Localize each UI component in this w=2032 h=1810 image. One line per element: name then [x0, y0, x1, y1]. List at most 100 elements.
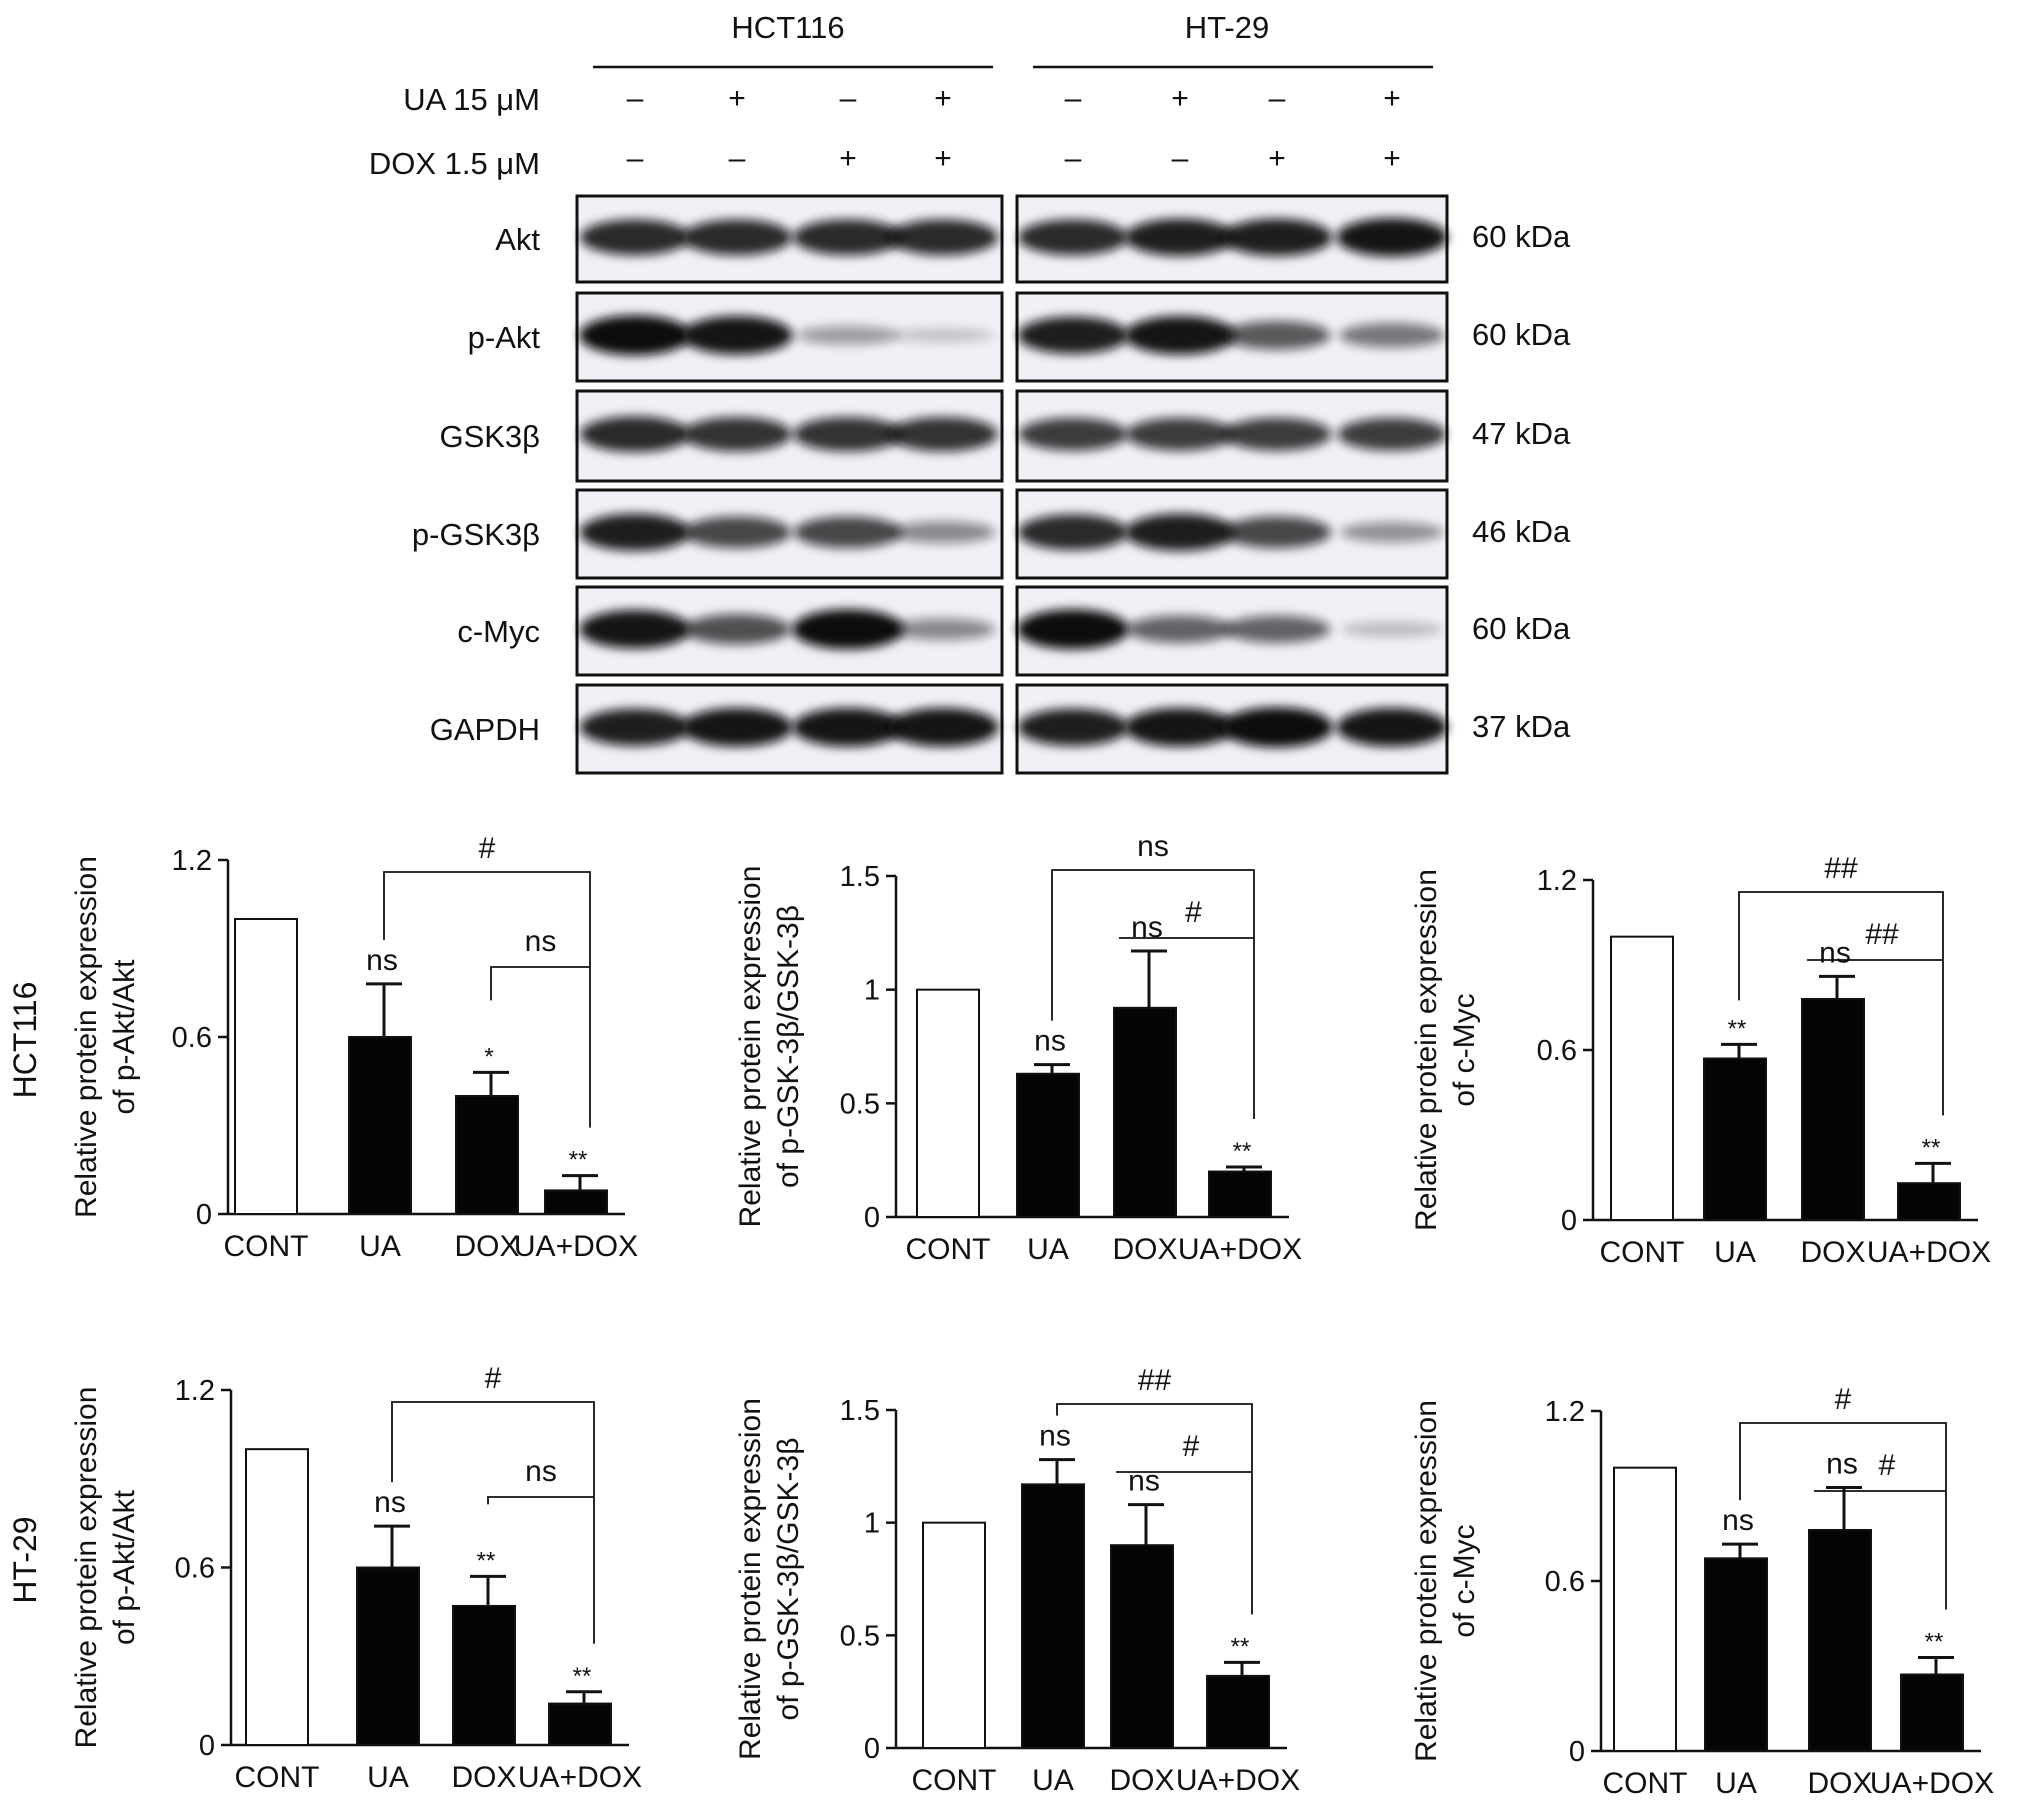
x-tick-label: CONT	[1603, 1767, 1688, 1800]
blot-band	[1336, 217, 1448, 257]
x-tick-label: UA	[1027, 1233, 1069, 1266]
blot-band	[579, 416, 691, 453]
y-axis-label: of p-Akt/Akt	[108, 959, 141, 1115]
bar-dox	[1113, 1006, 1177, 1218]
significance-mark: ns	[366, 944, 398, 977]
y-axis-label: of p-GSK-3β/GSK-3β	[772, 905, 805, 1188]
blot-band	[683, 614, 791, 645]
x-tick-label: DOX	[1807, 1767, 1872, 1800]
y-tick-label: 0	[864, 1202, 880, 1234]
x-tick-label: DOX	[451, 1761, 516, 1794]
bracket-label: #	[1879, 1449, 1896, 1482]
comparison-bracket	[1056, 1403, 1253, 1615]
bracket-label: ##	[1865, 918, 1899, 951]
blot-band	[681, 219, 793, 256]
blot-band	[1124, 513, 1236, 551]
x-tick-label: UA+DOX	[1178, 1233, 1302, 1266]
significance-mark: ns	[1722, 1504, 1754, 1537]
blot-band	[793, 417, 903, 452]
blot-band	[1221, 707, 1333, 748]
y-tick-label: 1.5	[840, 1395, 880, 1427]
treatment-sign: –	[1172, 142, 1189, 175]
blot-panel-hct116	[575, 488, 1004, 580]
bracket-label: ##	[1138, 1364, 1172, 1397]
comparison-bracket	[1739, 1422, 1947, 1610]
blot-band	[682, 516, 792, 549]
y-tick-label: 0.6	[1537, 1035, 1577, 1067]
molecular-weight-label: 60 kDa	[1472, 611, 1571, 646]
significance-mark: **	[1922, 1134, 1941, 1161]
blot-band	[890, 521, 996, 544]
bracket-label: #	[1835, 1383, 1852, 1416]
bar-dox	[455, 1095, 519, 1215]
bar-chart-1: Relative protein expression of p-Akt/Akt 0…	[70, 832, 638, 1263]
y-axis-label: of p-Akt/Akt	[108, 1489, 141, 1645]
significance-mark: **	[1728, 1015, 1747, 1042]
bracket-label: #	[479, 832, 496, 865]
y-tick-label: 0.6	[172, 1022, 212, 1054]
treatment-sign: +	[1171, 82, 1189, 115]
blot-band	[1124, 315, 1236, 355]
x-tick-label: DOX	[1800, 1236, 1865, 1269]
blot-band	[887, 707, 999, 747]
x-tick-label: UA+DOX	[514, 1230, 638, 1263]
treatment-label-ua: UA 15 μM	[403, 82, 540, 117]
protein-label: GAPDH	[430, 712, 540, 747]
y-axis-label: of p-GSK-3β/GSK-3β	[772, 1438, 805, 1721]
blot-panel-ht29	[1015, 291, 1449, 383]
blot-panel-hct116	[575, 194, 1004, 284]
blot-band	[682, 417, 792, 452]
bar-ua	[1016, 1072, 1080, 1219]
bracket-label: #	[485, 1362, 502, 1395]
bar-ua-dox	[544, 1189, 608, 1216]
significance-mark: ns	[1039, 1420, 1071, 1453]
cell-line-label-hct116: HCT116	[731, 10, 844, 45]
y-tick-label: 0	[1561, 1205, 1577, 1237]
treatment-sign: +	[1383, 82, 1401, 115]
x-tick-label: CONT	[1600, 1236, 1685, 1269]
bar-ua	[1703, 1057, 1767, 1221]
y-axis-label: Relative protein expression	[70, 856, 103, 1218]
comparison-bracket	[383, 871, 591, 1128]
x-tick-label: UA+DOX	[518, 1761, 642, 1794]
blot-panel-ht29	[1015, 488, 1449, 580]
bar-ua	[348, 1036, 412, 1215]
y-axis-label: Relative protein expression	[1410, 1400, 1443, 1762]
blot-band	[1126, 615, 1234, 643]
treatment-sign: –	[627, 82, 644, 115]
y-tick-label: 0.5	[840, 1620, 880, 1652]
blot-band	[579, 609, 691, 649]
blot-band	[1341, 621, 1443, 637]
blot-band	[888, 417, 998, 452]
bar-ua-dox	[548, 1702, 612, 1747]
y-tick-label: 0.6	[175, 1553, 215, 1585]
molecular-weight-label: 46 kDa	[1472, 514, 1571, 549]
significance-mark: **	[569, 1147, 588, 1174]
y-tick-label: 1.2	[175, 1375, 215, 1407]
x-tick-label: UA+DOX	[1870, 1767, 1994, 1800]
blot-band	[579, 315, 691, 356]
treatment-sign: –	[1065, 82, 1082, 115]
significance-mark: ns	[1131, 911, 1163, 944]
significance-mark: *	[484, 1043, 493, 1070]
blot-panel-ht29	[1015, 194, 1449, 284]
blot-header: HCT116 HT-29 UA 15 μM DOX 1.5 μM – – + + – – +…	[369, 10, 1433, 181]
blot-band	[792, 609, 904, 650]
comparison-bracket	[1738, 891, 1944, 1116]
blot-band	[887, 219, 999, 256]
blot-band	[793, 516, 903, 549]
blot-band	[681, 707, 793, 747]
blot-panel-ht29	[1015, 585, 1449, 677]
y-tick-label: 0	[196, 1199, 212, 1231]
bar-chart-5: Relative protein expression of p-GSK-3β/G…	[734, 1364, 1300, 1797]
bar-ua	[1021, 1483, 1085, 1749]
y-axis-label: Relative protein expression	[1410, 869, 1443, 1231]
treatment-sign: –	[729, 142, 746, 175]
bar-chart-2: Relative protein expression of p-GSK-3β/G…	[734, 830, 1302, 1266]
x-tick-label: UA	[359, 1230, 401, 1263]
y-tick-label: 0	[864, 1733, 880, 1765]
row-label-ht29: HT-29	[7, 1516, 43, 1603]
blot-panel-hct116	[575, 683, 1004, 775]
significance-mark: **	[477, 1547, 496, 1574]
treatment-label-dox: DOX 1.5 μM	[369, 146, 540, 181]
